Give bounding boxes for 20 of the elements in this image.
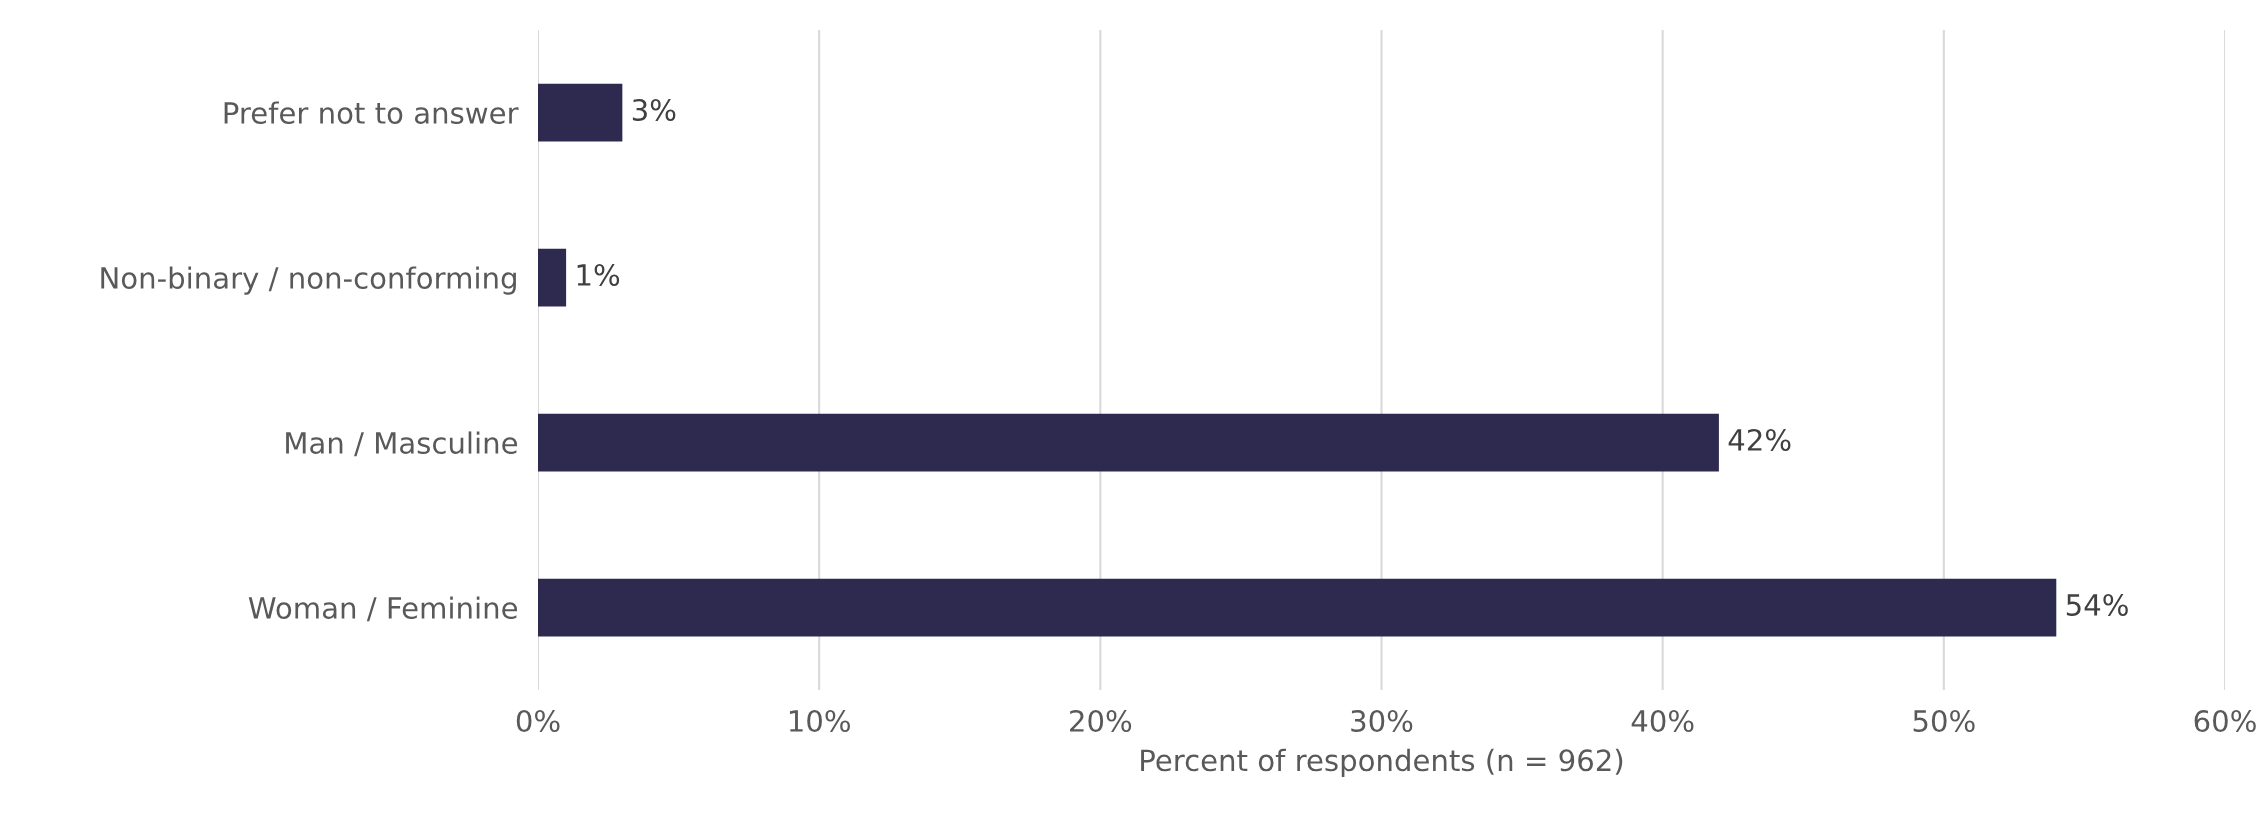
y-tick-label: Non-binary / non-conforming xyxy=(101,266,516,295)
x-axis-title: Percent of respondents (n = 962) xyxy=(1141,748,1623,778)
x-tick-label: 30% xyxy=(1351,709,1413,733)
bar xyxy=(538,413,1719,472)
y-tick-label: Prefer not to answer xyxy=(224,101,519,124)
x-tick-label: 20% xyxy=(1070,709,1132,733)
data-label: 1% xyxy=(577,263,620,286)
data-label: 3% xyxy=(632,98,676,121)
x-tick-label: 50% xyxy=(1913,709,1975,733)
data-label: 54% xyxy=(2066,593,2128,616)
bar xyxy=(538,248,567,307)
bar xyxy=(538,83,623,142)
x-tick-label: 60% xyxy=(2194,709,2256,733)
x-tick-label: 0% xyxy=(516,709,560,733)
y-tick-label: Man / Masculine xyxy=(286,431,518,457)
x-tick-label: 10% xyxy=(789,709,850,733)
x-tick-label: 40% xyxy=(1631,709,1694,733)
bar xyxy=(538,578,2057,637)
y-tick-label: Woman / Feminine xyxy=(248,596,518,622)
data-label: 42% xyxy=(1728,428,1791,451)
